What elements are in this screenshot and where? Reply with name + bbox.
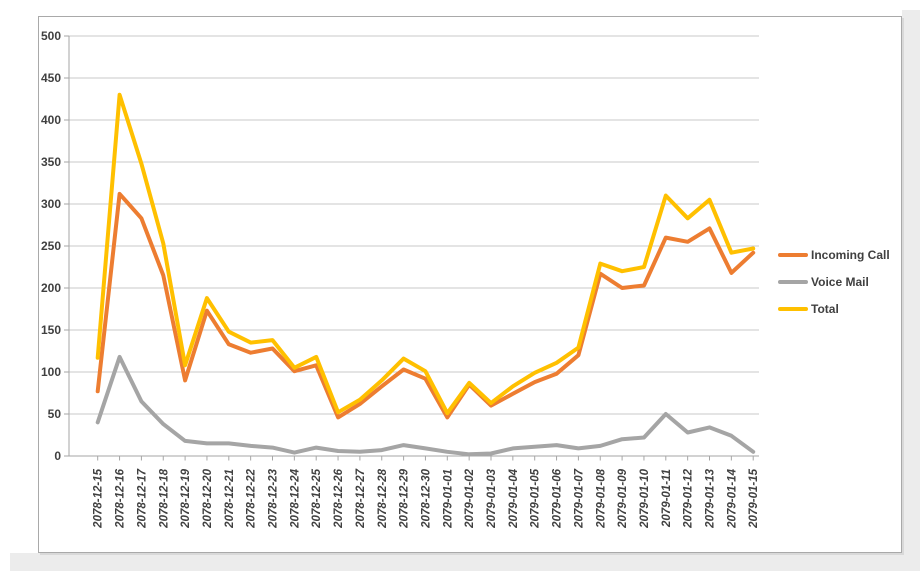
window-edge-right xyxy=(902,10,920,571)
x-tick-label: 2078-12-22 xyxy=(246,468,258,528)
x-tick-label: 2078-12-23 xyxy=(268,468,280,528)
y-axis-labels: 0 50 100 150 200 250 300 350 400 450 500 xyxy=(41,29,61,463)
x-tick-label: 2079-01-07 xyxy=(573,468,585,528)
x-tick-label: 2078-12-28 xyxy=(377,468,389,528)
axes xyxy=(64,35,759,461)
y-tick-label: 50 xyxy=(48,407,62,421)
y-tick-label: 400 xyxy=(41,113,61,127)
x-tick-label: 2078-12-18 xyxy=(158,468,170,528)
x-tick-label: 2078-12-19 xyxy=(180,468,192,528)
y-tick-label: 450 xyxy=(41,71,61,85)
x-tick-label: 2078-12-29 xyxy=(399,468,411,528)
legend-label: Incoming Call xyxy=(811,248,890,262)
x-tick-label: 2079-01-05 xyxy=(530,468,542,528)
x-axis-labels: 2078-12-15 2078-12-16 2078-12-17 2078-12-18… xyxy=(93,468,760,529)
x-tick-label: 2078-12-15 xyxy=(93,468,105,528)
x-tick-label: 2078-12-16 xyxy=(115,468,127,528)
x-tick-label: 2078-12-26 xyxy=(333,468,345,528)
y-tick-label: 150 xyxy=(41,323,61,337)
x-tick-label: 2079-01-10 xyxy=(639,468,651,528)
legend-item-voice-mail: Voice Mail xyxy=(778,274,890,290)
legend-item-total: Total xyxy=(778,301,890,317)
x-tick-label: 2078-12-30 xyxy=(420,468,432,528)
x-tick-label: 2078-12-24 xyxy=(289,468,301,528)
x-tick-label: 2079-01-11 xyxy=(661,469,673,528)
x-tick-label: 2079-01-02 xyxy=(464,468,476,528)
window-edge-bottom xyxy=(10,553,920,571)
x-tick-label: 2079-01-08 xyxy=(595,468,607,528)
gridlines xyxy=(69,35,759,457)
x-tick-label: 2079-01-15 xyxy=(748,468,760,528)
x-tick-label: 2079-01-04 xyxy=(508,468,520,528)
x-tick-label: 2079-01-06 xyxy=(552,468,564,528)
legend: Incoming Call Voice Mail Total xyxy=(778,247,890,317)
x-tick-label: 2079-01-01 xyxy=(442,469,454,529)
legend-swatch xyxy=(778,307,808,311)
x-tick-label: 2078-12-27 xyxy=(355,468,367,528)
series-line-incoming-call xyxy=(95,191,756,420)
x-tick-label: 2078-12-25 xyxy=(311,468,323,528)
y-tick-label: 350 xyxy=(41,155,61,169)
x-tick-label: 2079-01-14 xyxy=(726,468,738,528)
x-tick-label: 2078-12-21 xyxy=(224,469,236,529)
y-tick-label: 0 xyxy=(54,449,61,463)
plot-area: 0 50 100 150 200 250 300 350 400 450 500 2078-12-15… xyxy=(41,29,760,529)
legend-label: Voice Mail xyxy=(811,275,869,289)
x-tick-label: 2079-01-13 xyxy=(705,468,717,528)
x-tick-label: 2079-01-09 xyxy=(617,468,629,528)
legend-swatch xyxy=(778,280,808,284)
x-tick-label: 2078-12-17 xyxy=(136,468,148,528)
legend-label: Total xyxy=(811,302,839,316)
y-tick-label: 100 xyxy=(41,365,61,379)
y-tick-label: 200 xyxy=(41,281,61,295)
y-tick-label: 300 xyxy=(41,197,61,211)
x-tick-label: 2079-01-12 xyxy=(683,468,695,528)
legend-swatch xyxy=(778,253,808,257)
series-line-total xyxy=(95,92,756,416)
x-tick-label: 2078-12-20 xyxy=(202,468,214,528)
x-tick-label: 2079-01-03 xyxy=(486,468,498,528)
y-tick-label: 500 xyxy=(41,29,61,43)
series-line-voice-mail xyxy=(95,354,756,457)
legend-item-incoming-call: Incoming Call xyxy=(778,247,890,263)
chart-frame: 0 50 100 150 200 250 300 350 400 450 500 2078-12-15… xyxy=(38,16,902,553)
y-tick-label: 250 xyxy=(41,239,61,253)
